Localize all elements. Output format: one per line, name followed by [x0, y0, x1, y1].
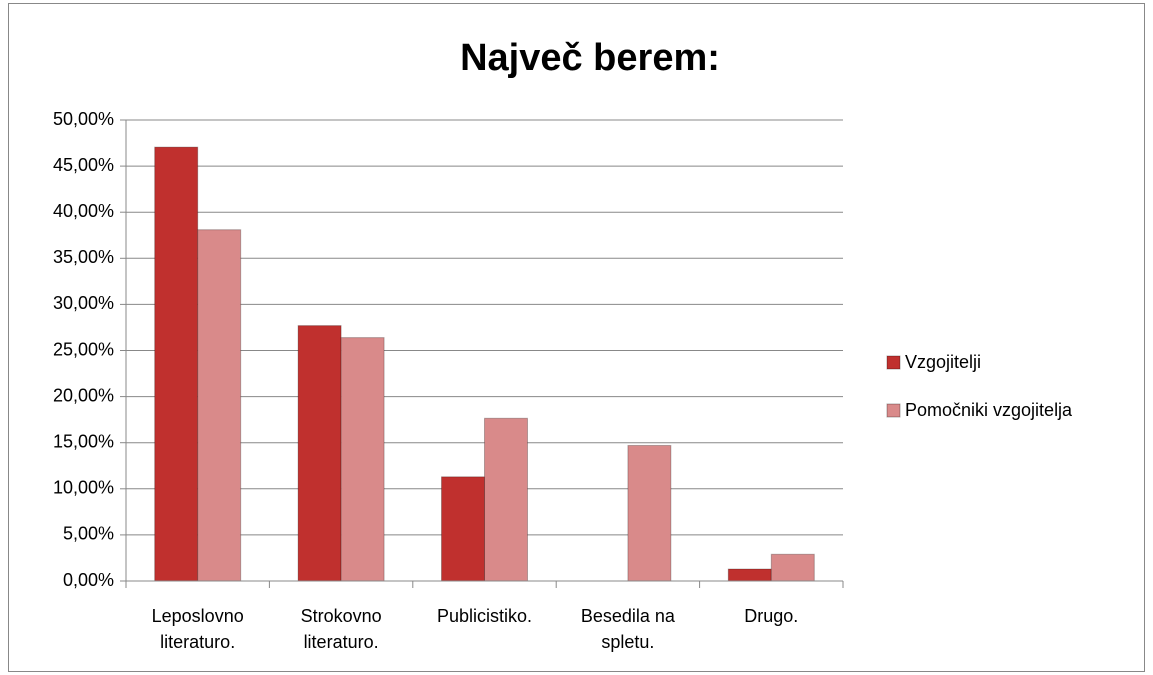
- bar: [340, 337, 385, 582]
- x-tick-label: Leposlovno literaturo.: [151, 606, 244, 652]
- y-tick-label: 35,00%: [53, 247, 114, 267]
- chart-title: Največ berem:: [460, 37, 720, 79]
- bar: [441, 476, 485, 582]
- y-tick-label: 45,00%: [53, 155, 114, 175]
- y-tick-label: 5,00%: [63, 524, 114, 544]
- bar: [197, 229, 242, 582]
- legend-label: Pomočniki vzgojitelja: [905, 400, 1073, 420]
- y-tick-label: 0,00%: [63, 570, 114, 590]
- y-tick-label: 10,00%: [53, 478, 114, 498]
- bar: [297, 325, 342, 582]
- bar: [727, 568, 772, 582]
- x-tick-label: Strokovno literaturo.: [300, 606, 382, 652]
- y-tick-label: 30,00%: [53, 293, 114, 313]
- y-tick-label: 50,00%: [53, 109, 114, 129]
- x-tick-label: Publicistiko.: [436, 606, 533, 626]
- y-tick-label: 25,00%: [53, 339, 114, 359]
- y-tick-label: 15,00%: [53, 431, 114, 451]
- legend-swatch: [886, 355, 901, 370]
- bar: [484, 417, 528, 582]
- y-tick-label: 40,00%: [53, 201, 114, 221]
- bar: [154, 146, 199, 582]
- x-tick-label: Besedila na spletu.: [580, 606, 675, 652]
- x-tick-label: Drugo.: [744, 606, 799, 626]
- bar: [770, 553, 815, 582]
- legend-label: Vzgojitelji: [905, 352, 981, 372]
- bar: [627, 444, 672, 582]
- y-tick-label: 20,00%: [53, 385, 114, 405]
- legend-swatch: [886, 403, 901, 418]
